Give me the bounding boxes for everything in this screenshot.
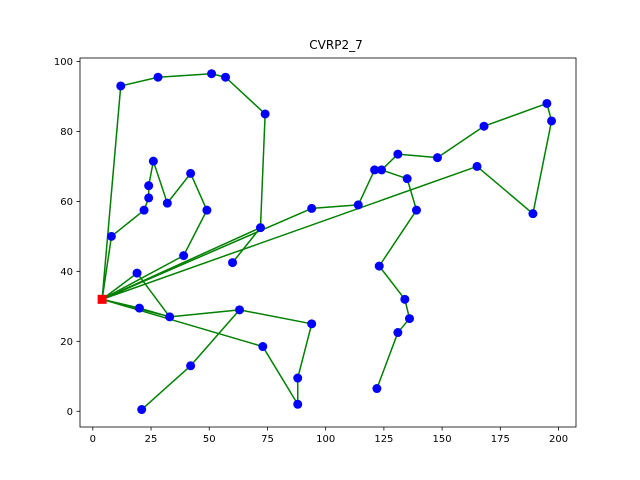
customer-point-15 [255,223,265,233]
customer-point-27 [353,200,363,210]
x-tick-label-0: 0 [90,434,96,445]
y-tick-label-80: 80 [60,127,73,138]
plot-frame [79,57,577,428]
customer-point-39 [411,205,421,215]
customer-point-1 [106,231,116,241]
customer-point-11 [153,72,163,82]
x-tick-label-100: 100 [316,434,335,445]
customer-point-4 [144,181,154,191]
x-tick-label-50: 50 [203,434,216,445]
customer-point-24 [293,373,303,383]
customer-point-30 [393,149,403,159]
customer-point-40 [374,261,384,271]
customer-point-2 [139,205,149,215]
customer-point-8 [202,205,212,215]
customer-point-23 [293,399,303,409]
customer-point-35 [528,209,538,219]
route-line-7 [231,227,262,264]
customer-point-17 [165,312,175,322]
customers-layer [106,69,557,415]
customer-point-34 [547,116,557,126]
customer-point-10 [116,81,126,91]
x-tick-label-150: 150 [433,434,452,445]
route-line-5 [101,298,313,406]
customer-point-38 [402,174,412,184]
axes: 0 25 50 75 100 125 150 175 200 0 20 40 60 80 100 [54,57,577,445]
customer-point-22 [258,342,268,352]
customer-point-5 [148,156,158,166]
customer-point-32 [479,121,489,131]
customer-point-43 [393,328,403,338]
y-tick-label-0: 0 [67,407,73,418]
x-tick-label-125: 125 [374,434,393,445]
customer-point-36 [472,161,482,171]
route-line-2 [101,72,266,301]
customer-point-18 [132,268,142,278]
depot-marker [97,294,107,304]
customer-point-12 [207,69,217,79]
y-tick-label-60: 60 [60,197,73,208]
customer-point-42 [405,314,414,324]
y-tick-label-20: 20 [60,337,73,348]
customer-point-3 [144,193,154,203]
customer-point-44 [372,384,382,394]
customer-point-31 [432,153,442,163]
customer-point-41 [400,294,410,304]
customer-point-16 [134,303,144,313]
customer-point-20 [186,361,196,371]
chart-title: CVRP2_7 [309,38,362,52]
customer-point-14 [260,109,270,119]
route-line-8 [376,169,418,389]
customer-point-25 [307,319,317,329]
x-tick-label-75: 75 [261,434,274,445]
customer-point-13 [221,72,231,82]
customer-point-9 [179,251,189,261]
customer-point-6 [162,198,172,208]
y-tick-label-40: 40 [60,267,73,278]
customer-point-21 [137,405,147,415]
x-tick-label-25: 25 [145,434,158,445]
y-tick-label-100: 100 [54,57,73,68]
customer-point-29 [377,165,387,175]
depot-layer [97,294,107,304]
customer-point-33 [542,98,552,108]
customer-point-7 [186,168,196,178]
customer-point-28 [370,165,380,175]
route-line-1 [101,160,208,301]
route-line-4 [101,272,241,411]
customer-point-37 [228,258,238,268]
x-tick-label-200: 200 [549,434,568,445]
x-tick-label-175: 175 [491,434,510,445]
customer-point-19 [235,305,245,315]
customer-point-26 [307,203,317,213]
